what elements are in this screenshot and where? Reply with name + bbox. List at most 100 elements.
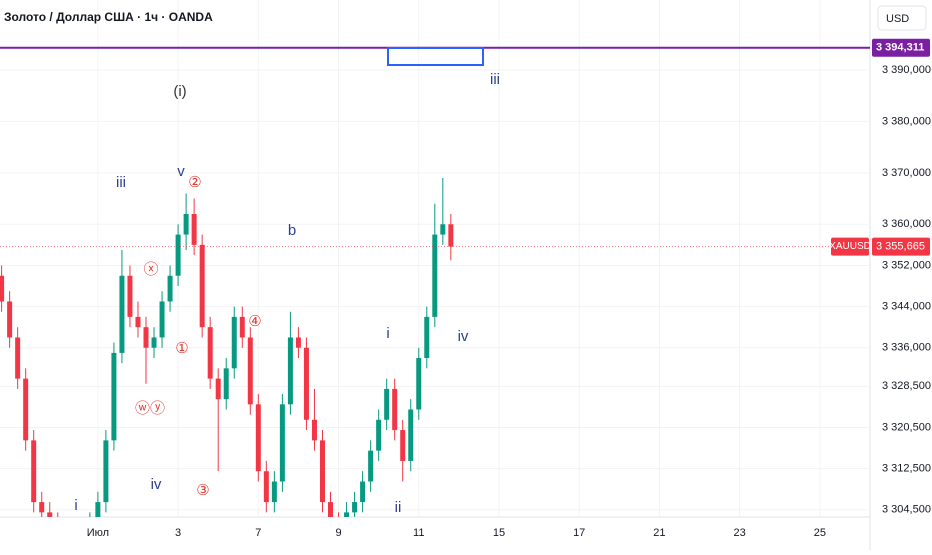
x-tick-label: 23 (734, 527, 746, 539)
candle-body (352, 502, 358, 513)
y-tick-label: 3 312,500 (882, 463, 931, 475)
candle-body (344, 512, 350, 517)
candle-body (400, 430, 406, 461)
x-tick-label: Июл (87, 527, 109, 539)
wave-label: ③ (196, 482, 209, 499)
candle-body (63, 533, 68, 543)
candle-body (7, 301, 13, 338)
symbol-label: XAUUSD (829, 241, 871, 252)
candle-body (103, 440, 109, 503)
candle-body (271, 481, 277, 503)
wave-label: ii (395, 499, 402, 516)
candle-body (255, 404, 261, 472)
price-line-badge (872, 38, 930, 57)
x-tick-label: 9 (335, 527, 341, 539)
axes: 3 390,000 3 380,000 3 370,000 3 360,000 3 35… (87, 38, 931, 539)
x-tick-label: 15 (493, 527, 505, 539)
last-price-badge (872, 237, 930, 256)
candle-body (191, 214, 197, 245)
y-tick-label: 3 380,000 (882, 115, 931, 127)
candle-body (135, 316, 141, 328)
candle-body (416, 358, 422, 410)
candle-body (175, 234, 181, 276)
grid (0, 0, 870, 517)
wave-label: iv (151, 476, 162, 493)
candle-body (223, 368, 229, 400)
candle-body (31, 440, 37, 503)
y-tick-label: 3 352,000 (882, 259, 931, 271)
wave-label: ⓦⓨ (135, 400, 165, 417)
candle-body (23, 378, 29, 441)
y-tick-label: 3 360,000 (882, 218, 931, 230)
currency-button[interactable] (877, 5, 927, 31)
candle-body (199, 244, 205, 328)
candle-body (0, 275, 5, 302)
candle-body (384, 388, 390, 420)
wave-label: i (386, 325, 389, 342)
candle-body (360, 481, 366, 503)
wave-label: b (288, 222, 296, 239)
candle-body (295, 337, 301, 348)
candle-body (392, 388, 398, 431)
x-tick-label: 17 (573, 527, 585, 539)
candle-body (47, 512, 53, 517)
y-tick-label: 3 320,500 (882, 421, 931, 433)
chart-title: Золото / Доллар США · 1ч · OANDA (4, 10, 213, 24)
wave-label: v (177, 163, 185, 180)
candle-body (167, 275, 173, 302)
wave-label: iii (490, 71, 500, 88)
x-tick-label: 7 (255, 527, 261, 539)
last-price-label: 3 355,665 (876, 240, 925, 252)
candle-body (215, 378, 221, 400)
y-tick-label: 3 370,000 (882, 167, 931, 179)
symbol-badge (831, 237, 869, 256)
y-tick-label: 3 390,000 (882, 64, 931, 76)
candle-body (151, 337, 157, 348)
price-line-label: 3 394,311 (876, 42, 924, 54)
y-tick-label: 3 336,000 (882, 342, 931, 354)
x-tick-label: 21 (653, 527, 665, 539)
candle-body (79, 533, 84, 538)
candle-body (328, 502, 334, 517)
candle-body (231, 316, 237, 369)
candle-body (440, 224, 446, 235)
candle-body (143, 327, 149, 348)
x-tick-label: 3 (175, 527, 181, 539)
wave-label: iii (116, 174, 126, 191)
candle-body (71, 538, 76, 543)
candle-body (15, 337, 21, 379)
y-tick-label: 3 328,500 (882, 380, 931, 392)
wave-label: iv (458, 328, 469, 345)
candle-body (424, 316, 430, 359)
y-tick-label: 3 344,000 (882, 301, 931, 313)
candle-body (319, 440, 325, 503)
wave-label: ① (175, 340, 188, 357)
box-drawing (387, 47, 484, 66)
currency[interactable]: USD (886, 13, 909, 25)
wave-label: ② (188, 174, 201, 191)
candle-body (95, 502, 101, 517)
candle-body (39, 502, 45, 513)
candle-body (376, 419, 382, 451)
candle-body (311, 419, 317, 441)
candle-body (55, 523, 60, 533)
candle-body (432, 234, 438, 317)
candle-body (263, 471, 269, 503)
candle-body (247, 337, 253, 405)
candle-body (239, 316, 245, 338)
candle-body (159, 301, 165, 338)
wave-label: i (74, 497, 77, 514)
candle-body (279, 404, 285, 482)
candle-body (207, 327, 213, 379)
candle-body (119, 275, 125, 353)
candle-body (127, 275, 133, 317)
x-tick-label: 25 (814, 527, 826, 539)
candle-body (448, 224, 454, 247)
wave-label: ⓧ (143, 261, 158, 278)
wave-label: (i) (173, 83, 186, 100)
candle-body (368, 450, 374, 482)
candle-body (408, 409, 414, 461)
